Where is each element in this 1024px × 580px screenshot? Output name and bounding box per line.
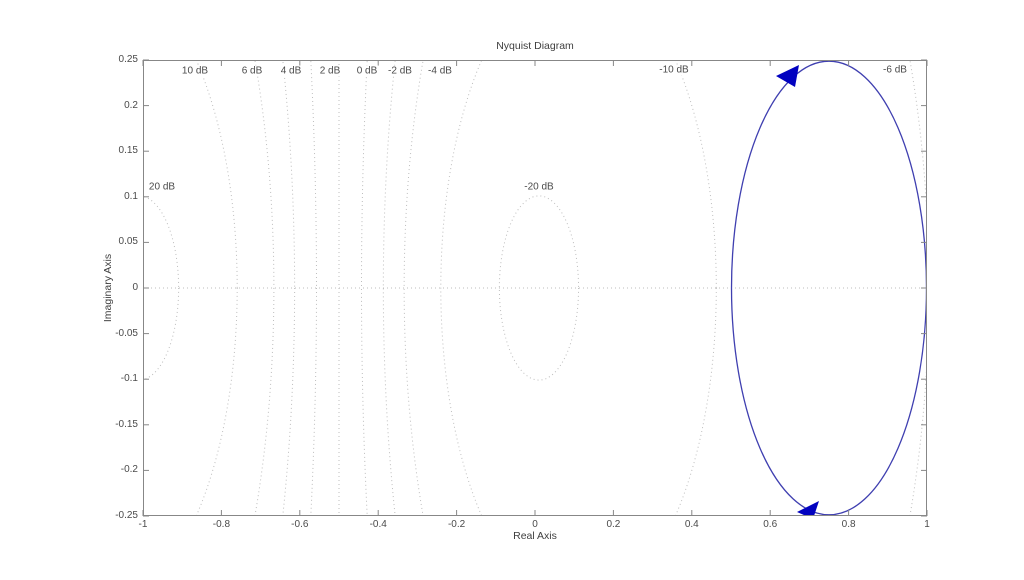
db-label--2db: -2 dB xyxy=(387,65,413,77)
db-label-4db: 4 dB xyxy=(279,65,303,77)
y-tick-label: -0.05 xyxy=(115,327,138,339)
y-tick-label: -0.25 xyxy=(115,510,138,521)
db-label-0db: 0 dB xyxy=(355,65,379,77)
chart-title: Nyquist Diagram xyxy=(496,40,574,52)
db-label--6db: -6 dB xyxy=(882,64,908,76)
db-label-10db: 10 dB xyxy=(180,65,210,77)
y-tick-label: 0.25 xyxy=(118,54,138,65)
x-axis-label: Real Axis xyxy=(513,530,557,542)
x-tick-label: -0.4 xyxy=(369,519,387,530)
m-circle-6db xyxy=(254,60,275,516)
y-tick-label: 0.15 xyxy=(118,145,138,157)
x-tick-label: -1 xyxy=(138,519,148,530)
m-circle--10db xyxy=(440,60,717,516)
db-label--4db: -4 dB xyxy=(427,65,453,77)
x-tick-label: 0.6 xyxy=(763,519,778,530)
x-tick-label: -0.8 xyxy=(212,519,231,530)
db-label--20db: -20 dB xyxy=(523,181,555,193)
m-circle--6db xyxy=(403,60,927,516)
tick-marks xyxy=(142,59,928,517)
y-tick-label: -0.1 xyxy=(120,373,138,385)
direction-arrow-bottom xyxy=(797,501,819,516)
y-tick-label: 0.1 xyxy=(124,190,138,202)
direction-arrow-top xyxy=(776,65,799,87)
nyquist-plot-svg xyxy=(142,59,928,517)
db-label-2db: 2 dB xyxy=(318,65,342,77)
x-tick-label: 0.4 xyxy=(684,519,699,530)
y-tick-label: 0 xyxy=(132,282,138,293)
m-circle--4db xyxy=(382,60,396,516)
db-label-20db: 20 dB xyxy=(147,181,177,193)
y-tick-label: -0.15 xyxy=(115,418,138,430)
m-circle--20db xyxy=(498,195,580,381)
x-tick-label: 0 xyxy=(532,519,538,530)
y-tick-label: 0.2 xyxy=(124,99,138,111)
y-tick-label: -0.2 xyxy=(120,464,138,476)
x-tick-label: -0.6 xyxy=(291,519,309,530)
m-circle-4db xyxy=(282,60,296,516)
m-circle-10db xyxy=(195,60,238,516)
x-tick-label: 1 xyxy=(924,519,930,530)
db-label--10db: -10 dB xyxy=(658,64,690,76)
nyquist-curve xyxy=(730,60,927,516)
x-tick-label: 0.8 xyxy=(841,519,856,530)
plot-area: 20 dB 10 dB 6 dB 4 dB 2 dB 0 dB -2 dB -4 dB -10 … xyxy=(142,59,928,517)
m-circle--2db xyxy=(361,60,368,516)
x-tick-label: 0.2 xyxy=(606,519,621,530)
x-tick-label: -0.2 xyxy=(447,519,466,530)
m-circle-2db xyxy=(310,60,317,516)
db-label-6db: 6 dB xyxy=(240,65,264,77)
m-circle-20db xyxy=(143,195,180,381)
y-tick-label: 0.05 xyxy=(118,236,138,248)
y-axis-label: Imaginary Axis xyxy=(102,253,114,323)
